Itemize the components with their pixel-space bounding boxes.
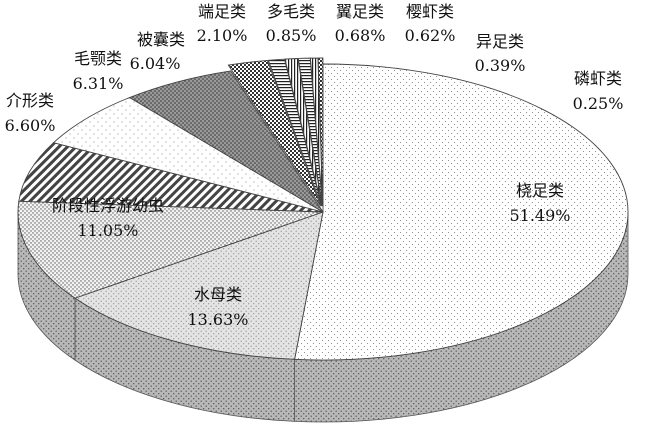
pie-slice-5 [52, 97, 324, 213]
slice-label-value: 6.31% [73, 74, 124, 93]
pie-slices [17, 57, 629, 361]
slice-label-value: 0.25% [573, 94, 624, 113]
slice-label-value: 2.10% [197, 26, 248, 45]
slice-label-value: 0.39% [475, 56, 526, 75]
slice-label-name: 樱虾类 [406, 2, 454, 21]
pie-slice-8 [267, 58, 322, 207]
slice-label-name: 翼足类 [336, 2, 384, 21]
slice-label-name: 被囊类 [137, 30, 185, 49]
pie-slice-6 [128, 70, 324, 213]
slice-label-value: 6.04% [130, 54, 181, 73]
slice-label-name: 阶段性浮游幼虫 [52, 196, 164, 215]
pie-slice-1 [294, 63, 629, 361]
slice-label-value: 0.85% [266, 26, 317, 45]
slice-label-name: 桡足类 [516, 181, 564, 200]
slice-label-name: 介形类 [6, 91, 54, 110]
pie-slice-7 [227, 59, 322, 207]
slice-label-value: 0.62% [405, 26, 456, 45]
slice-label-value: 13.63% [187, 310, 248, 329]
slice-label-name: 端足类 [198, 2, 246, 21]
pie-labels: 桡足类 51.49% 水母类 13.63% 阶段性浮游幼虫 11.05% 介形类 6.60% 毛… [5, 2, 624, 329]
slice-label-name: 水母类 [194, 285, 242, 304]
slice-label-value: 6.60% [5, 116, 56, 135]
pie-slice-12 [317, 57, 324, 207]
slice-label-name: 多毛类 [267, 2, 315, 21]
slice-label-value: 11.05% [77, 221, 138, 240]
slice-label-value: 0.68% [335, 26, 386, 45]
slice-label-name: 磷虾类 [574, 69, 622, 88]
pie-slice-3 [17, 200, 324, 299]
pie-side-walls [17, 211, 629, 423]
slice-label-name: 异足类 [476, 32, 524, 51]
slice-label-name: 毛颚类 [74, 49, 122, 68]
slice-label-value: 51.49% [509, 206, 570, 225]
pie-slice-4 [18, 142, 324, 213]
pie-slice-2 [73, 211, 324, 360]
